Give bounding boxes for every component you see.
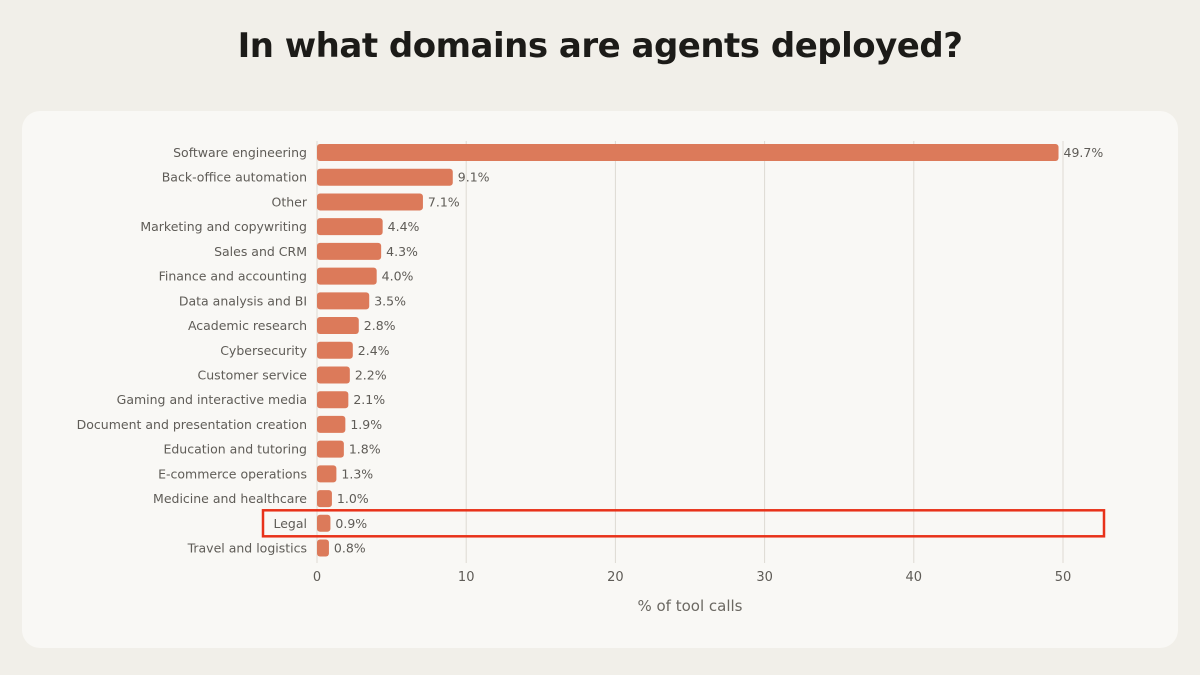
category-label: Finance and accounting (159, 269, 307, 284)
bar (317, 415, 346, 433)
value-label: 2.1% (353, 392, 385, 407)
value-label: 7.1% (428, 194, 460, 209)
category-label: Document and presentation creation (77, 417, 307, 432)
value-label: 2.8% (364, 318, 396, 333)
bar (317, 317, 359, 335)
category-label: Software engineering (173, 145, 307, 160)
bar (317, 490, 332, 508)
value-label: 2.2% (355, 367, 387, 382)
category-label: Data analysis and BI (179, 293, 307, 308)
bar (317, 440, 344, 458)
highlight-layer (261, 509, 1106, 538)
x-tick-label: 30 (756, 570, 773, 585)
value-label: 0.8% (334, 541, 366, 556)
value-label: 4.3% (386, 244, 418, 259)
category-label: Cybersecurity (220, 343, 307, 358)
bar (317, 292, 370, 310)
category-label: Sales and CRM (214, 244, 307, 259)
category-label: Other (272, 194, 308, 209)
bar (317, 218, 383, 236)
bar-chart: Software engineering Back-office automati… (77, 141, 1106, 615)
category-label: Travel and logistics (187, 541, 307, 556)
category-label: Legal (273, 516, 307, 531)
value-label: 1.9% (350, 417, 382, 432)
value-label: 4.0% (382, 269, 414, 284)
x-tick-label: 0 (313, 570, 321, 585)
value-label: 1.3% (341, 466, 373, 481)
value-labels: 49.7% 9.1% 7.1% 4.4% 4.3% 4.0% 3.5% 2.8% 2.4% 2.2… (334, 145, 1103, 556)
x-axis-ticks: 0 10 20 30 40 50 (313, 570, 1071, 585)
bars (317, 144, 1059, 557)
highlight-box (261, 509, 1106, 538)
value-label: 0.9% (335, 516, 367, 531)
category-label: Gaming and interactive media (117, 392, 307, 407)
bar (317, 514, 331, 532)
category-label: Medicine and healthcare (153, 491, 307, 506)
bar (317, 144, 1059, 161)
value-label: 49.7% (1064, 145, 1104, 160)
bar (317, 242, 382, 260)
x-tick-label: 10 (458, 570, 475, 585)
chart-card: Software engineering Back-office automati… (22, 111, 1178, 648)
category-labels: Software engineering Back-office automati… (77, 145, 308, 556)
value-label: 1.8% (349, 442, 381, 457)
x-tick-label: 50 (1055, 570, 1072, 585)
bar (317, 391, 349, 409)
category-label: Back-office automation (162, 170, 307, 185)
bar (317, 539, 329, 557)
category-label: Customer service (198, 367, 308, 382)
value-label: 2.4% (358, 343, 390, 358)
category-label: Marketing and copywriting (140, 219, 307, 234)
bar (317, 193, 423, 211)
category-label: Academic research (188, 318, 307, 333)
value-label: 3.5% (374, 293, 406, 308)
bar (317, 267, 377, 285)
bar (317, 341, 353, 359)
category-label: E-commerce operations (158, 466, 307, 481)
x-axis-title: % of tool calls (637, 597, 742, 615)
bar (317, 366, 350, 384)
x-tick-label: 20 (607, 570, 624, 585)
value-label: 9.1% (458, 170, 490, 185)
value-label: 1.0% (337, 491, 369, 506)
page-title: In what domains are agents deployed? (237, 26, 963, 66)
grid-lines (316, 141, 1064, 563)
bar (317, 168, 453, 186)
bar (317, 465, 337, 483)
x-tick-label: 40 (906, 570, 923, 585)
value-label: 4.4% (388, 219, 420, 234)
category-label: Education and tutoring (163, 442, 307, 457)
